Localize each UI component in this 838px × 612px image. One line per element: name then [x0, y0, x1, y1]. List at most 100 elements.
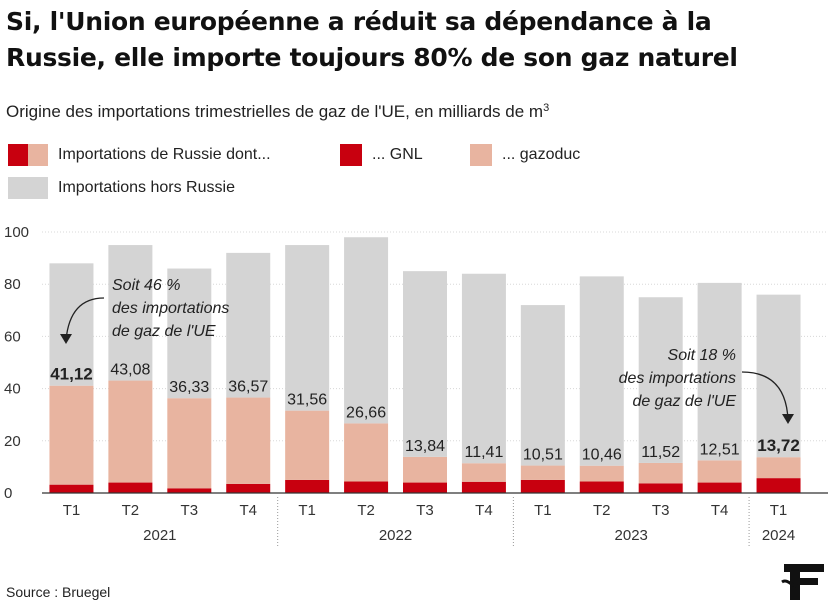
x-tick-label: T3: [181, 502, 199, 519]
x-tick-label: T1: [770, 502, 788, 519]
annotation-text: de gaz de l'UE: [112, 323, 216, 340]
title-line-1: Si, l'Union européenne a réduit sa dépen…: [6, 7, 712, 36]
bar-segment-lng: [167, 488, 212, 493]
year-label: 2021: [143, 527, 176, 544]
x-tick-label: T3: [416, 502, 434, 519]
x-tick-label: T1: [63, 502, 81, 519]
y-tick-label: 100: [4, 224, 29, 241]
annotation-text: des importations: [112, 300, 229, 317]
bar-segment-lng: [520, 479, 565, 493]
bar-segment-non-russia: [226, 252, 271, 398]
bar-segment-non-russia: [285, 245, 330, 411]
x-tick-label: T2: [122, 502, 140, 519]
data-label: 12,51: [700, 441, 740, 458]
bar-segment-lng: [638, 483, 683, 493]
bar-segment-non-russia: [461, 273, 506, 464]
bar-segment-non-russia: [49, 263, 94, 386]
subtitle-text: Origine des importations trimestrielles …: [6, 102, 544, 121]
annotation-arrowhead: [60, 334, 72, 344]
legend-label-lng: ... GNL: [372, 146, 423, 163]
bar-segment-pipeline: [108, 380, 153, 483]
bar-segment-non-russia: [697, 282, 742, 461]
x-tick-label: T2: [593, 502, 611, 519]
x-tick-label: T4: [711, 502, 729, 519]
data-label: 26,66: [346, 404, 386, 421]
bar-segment-lng: [403, 482, 447, 493]
data-label: 41,12: [50, 365, 93, 384]
y-tick-label: 40: [4, 381, 21, 398]
chart-subtitle: Origine des importations trimestrielles …: [6, 96, 549, 124]
bar-segment-pipeline: [344, 423, 389, 482]
legend-label-pipeline: ... gazoduc: [502, 146, 581, 163]
bar-segment-non-russia: [108, 245, 153, 381]
bar-segment-non-russia: [167, 268, 212, 399]
annotation-arrowhead: [782, 414, 794, 424]
bar-segment-pipeline: [520, 465, 565, 480]
legend-swatch-non-russia: [8, 177, 48, 199]
bar-segment-pipeline: [697, 460, 742, 483]
y-tick-label: 20: [4, 433, 21, 450]
data-label: 13,72: [757, 436, 800, 455]
bar-segment-lng: [756, 478, 801, 493]
bar-segment-pipeline: [638, 462, 683, 484]
legend-item-non-russia: Importations hors Russie: [8, 177, 235, 199]
data-label: 10,51: [523, 447, 563, 464]
bar-segment-lng: [579, 481, 624, 493]
year-label: 2022: [379, 527, 412, 544]
annotation-text: Soit 46 %: [112, 277, 180, 294]
x-tick-label: T1: [534, 502, 552, 519]
bar-segment-non-russia: [403, 271, 447, 457]
bar-segment-pipeline: [285, 410, 330, 480]
x-tick-label: T4: [239, 502, 257, 519]
data-label: 31,56: [287, 392, 327, 409]
bar-segment-pipeline: [461, 463, 506, 482]
year-label: 2023: [615, 527, 648, 544]
annotation-text: des importations: [619, 370, 736, 387]
x-tick-label: T1: [298, 502, 316, 519]
bar-segment-lng: [285, 479, 330, 493]
data-label: 36,33: [169, 379, 209, 396]
legend-swatch-pipeline: [470, 144, 492, 166]
y-tick-label: 0: [4, 485, 12, 502]
bar-segment-pipeline: [226, 397, 271, 484]
bar-segment-pipeline: [756, 457, 801, 479]
annotation-arrow: [741, 371, 789, 421]
annotation-text: de gaz de l'UE: [632, 393, 736, 410]
x-tick-label: T4: [475, 502, 493, 519]
bar-segment-pipeline: [579, 465, 624, 482]
x-tick-label: T2: [357, 502, 375, 519]
data-label: 11,41: [464, 444, 503, 461]
bar-segment-pipeline: [403, 456, 447, 483]
bar-segment-lng: [461, 481, 506, 493]
bar-segment-pipeline: [167, 398, 212, 489]
year-label: 2024: [762, 527, 795, 544]
le-figaro-logo-icon: [781, 564, 824, 600]
data-label: 43,08: [110, 362, 150, 379]
bar-segment-lng: [49, 484, 94, 493]
legend-label-non-russia: Importations hors Russie: [58, 179, 235, 196]
bar-segment-lng: [226, 483, 271, 493]
y-tick-label: 60: [4, 328, 21, 345]
bar-segment-lng: [697, 482, 742, 493]
data-label: 10,46: [582, 447, 622, 464]
data-label: 36,57: [228, 379, 268, 396]
bar-segment-non-russia: [579, 276, 624, 466]
bar-segment-non-russia: [520, 305, 565, 466]
bar-segment-pipeline: [49, 385, 94, 485]
bar-segment-non-russia: [344, 237, 389, 424]
source-note: Source : Bruegel: [6, 584, 111, 600]
legend-item-pipeline: ... gazoduc: [470, 144, 580, 166]
bar-segment-lng: [108, 482, 153, 493]
bar-segment-lng: [344, 481, 389, 493]
data-label: 13,84: [405, 438, 445, 455]
annotation-arrow: [65, 297, 105, 341]
chart-title: Si, l'Union européenne a réduit sa dépen…: [6, 4, 826, 76]
subtitle-superscript: 3: [543, 102, 550, 114]
bar-segment-non-russia: [638, 297, 683, 463]
x-tick-label: T3: [652, 502, 670, 519]
legend-label-russia: Importations de Russie dont...: [58, 146, 271, 163]
annotation-text: Soit 18 %: [668, 347, 736, 364]
title-line-2: Russie, elle importe toujours 80% de son…: [6, 43, 738, 72]
legend-swatch-russia: [8, 144, 48, 166]
